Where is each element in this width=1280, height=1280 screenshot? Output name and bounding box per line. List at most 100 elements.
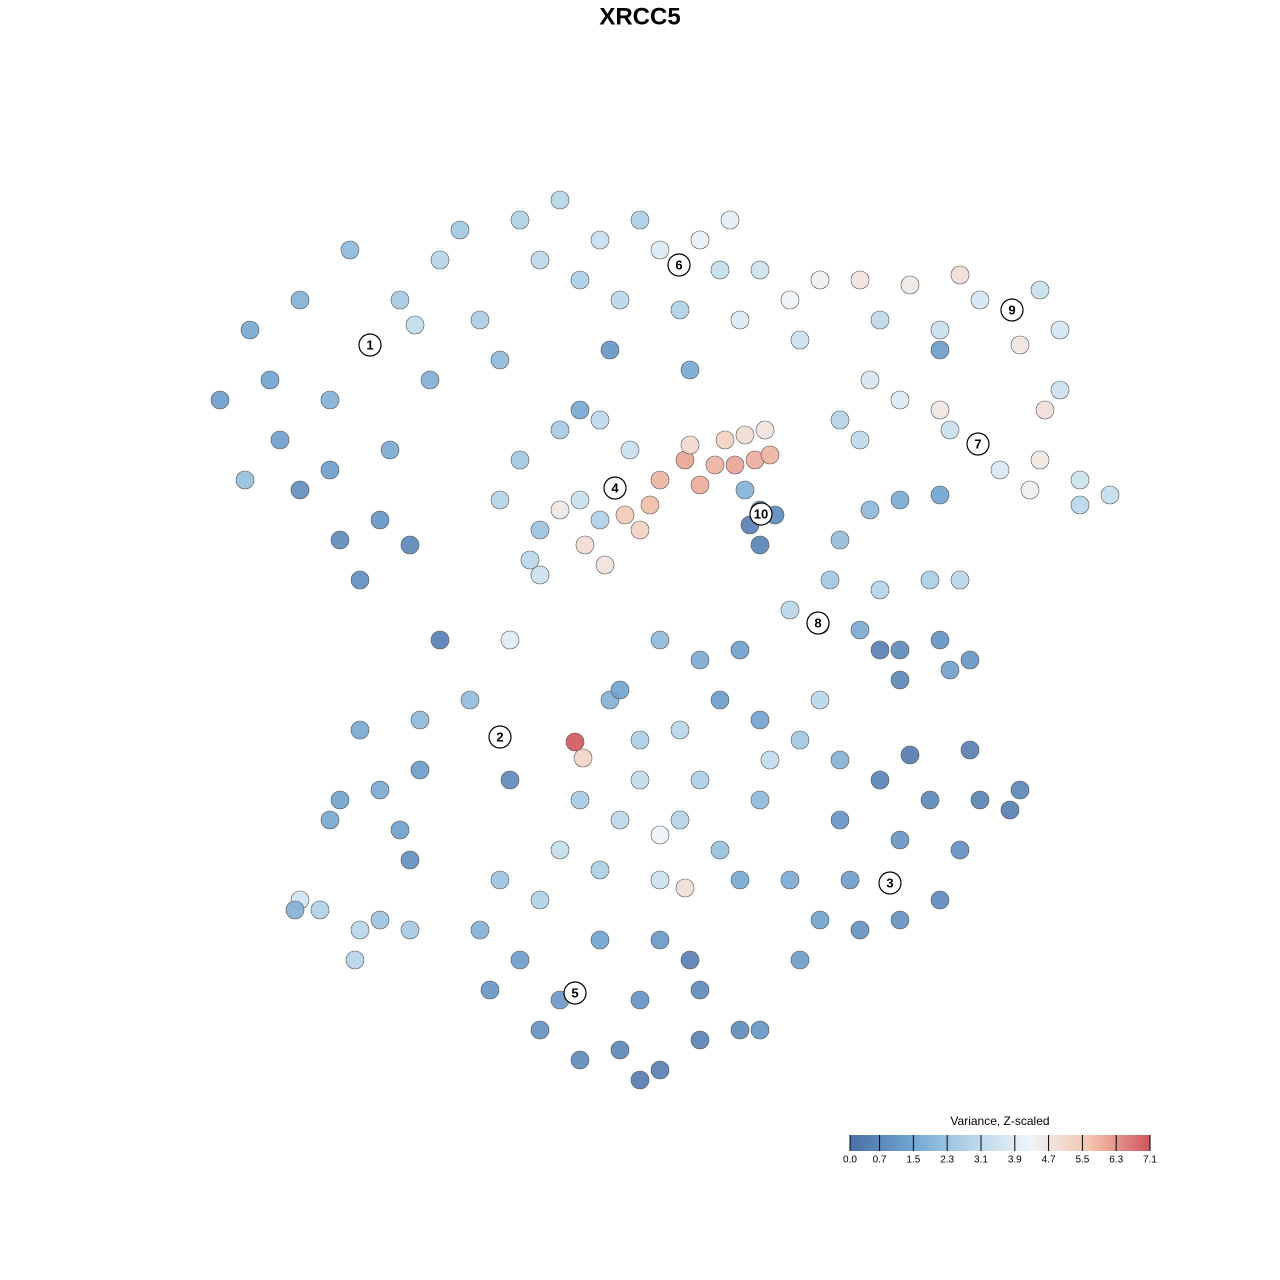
point [920, 790, 940, 810]
point [530, 565, 550, 585]
point [970, 290, 990, 310]
colorbar-tick-label: 7.1 [1143, 1155, 1157, 1166]
point [735, 425, 755, 445]
cluster-label: 8 [814, 615, 821, 630]
point [860, 370, 880, 390]
cluster-marker [1000, 298, 1024, 322]
cluster-label: 7 [974, 436, 981, 451]
point [380, 440, 400, 460]
point [1010, 335, 1030, 355]
point [390, 290, 410, 310]
point [570, 790, 590, 810]
cluster-label: 1 [366, 337, 373, 352]
point [320, 460, 340, 480]
cluster-marker [878, 871, 902, 895]
cluster-marker [563, 981, 587, 1005]
point [460, 690, 480, 710]
point [780, 600, 800, 620]
point [400, 920, 420, 940]
point [330, 530, 350, 550]
point [960, 650, 980, 670]
point [490, 350, 510, 370]
colorbar-tick-label: 3.1 [974, 1155, 988, 1166]
point [370, 780, 390, 800]
point [840, 870, 860, 890]
point [590, 510, 610, 530]
point [650, 825, 670, 845]
point [405, 315, 425, 335]
point [870, 770, 890, 790]
point [920, 570, 940, 590]
point [710, 690, 730, 710]
point [755, 420, 775, 440]
point [720, 210, 740, 230]
point [595, 555, 615, 575]
colorbar-tick-label: 0.7 [873, 1155, 887, 1166]
point [650, 240, 670, 260]
point [690, 1030, 710, 1050]
point [760, 750, 780, 770]
point [650, 870, 670, 890]
point [235, 470, 255, 490]
cluster-label: 6 [675, 257, 682, 272]
point [480, 980, 500, 1000]
point [640, 495, 660, 515]
point [620, 440, 640, 460]
point [690, 230, 710, 250]
cluster-marker [749, 502, 773, 526]
point [550, 500, 570, 520]
point [715, 430, 735, 450]
point [630, 1070, 650, 1090]
point [1010, 780, 1030, 800]
point [430, 630, 450, 650]
colorbar-tick-label: 2.3 [940, 1155, 954, 1166]
point [650, 1060, 670, 1080]
colorbar-tick-label: 4.7 [1042, 1155, 1056, 1166]
points [210, 190, 1120, 1090]
point [960, 740, 980, 760]
point [610, 680, 630, 700]
point [730, 310, 750, 330]
point [890, 390, 910, 410]
point [890, 670, 910, 690]
point [410, 760, 430, 780]
point [900, 745, 920, 765]
point [410, 710, 430, 730]
point [650, 630, 670, 650]
point [1070, 495, 1090, 515]
point [530, 250, 550, 270]
point [1030, 280, 1050, 300]
point [735, 480, 755, 500]
point [1050, 380, 1070, 400]
point [780, 870, 800, 890]
point [510, 210, 530, 230]
cluster-label: 9 [1008, 302, 1015, 317]
point [710, 840, 730, 860]
point [670, 300, 690, 320]
point [550, 420, 570, 440]
colorbar-tick-label: 0.0 [843, 1155, 857, 1166]
point [730, 640, 750, 660]
point [420, 370, 440, 390]
point [950, 840, 970, 860]
point [370, 910, 390, 930]
point [400, 850, 420, 870]
point [350, 570, 370, 590]
colorbar-tick-label: 1.5 [906, 1155, 920, 1166]
point [830, 750, 850, 770]
point [490, 490, 510, 510]
point [590, 860, 610, 880]
cluster-label: 5 [571, 985, 578, 1000]
point [870, 310, 890, 330]
point [240, 320, 260, 340]
point [930, 630, 950, 650]
cluster-marker [603, 476, 627, 500]
point [510, 950, 530, 970]
point [790, 330, 810, 350]
point [400, 535, 420, 555]
point [565, 732, 585, 752]
point [950, 570, 970, 590]
point [830, 410, 850, 430]
point [610, 290, 630, 310]
point [500, 630, 520, 650]
